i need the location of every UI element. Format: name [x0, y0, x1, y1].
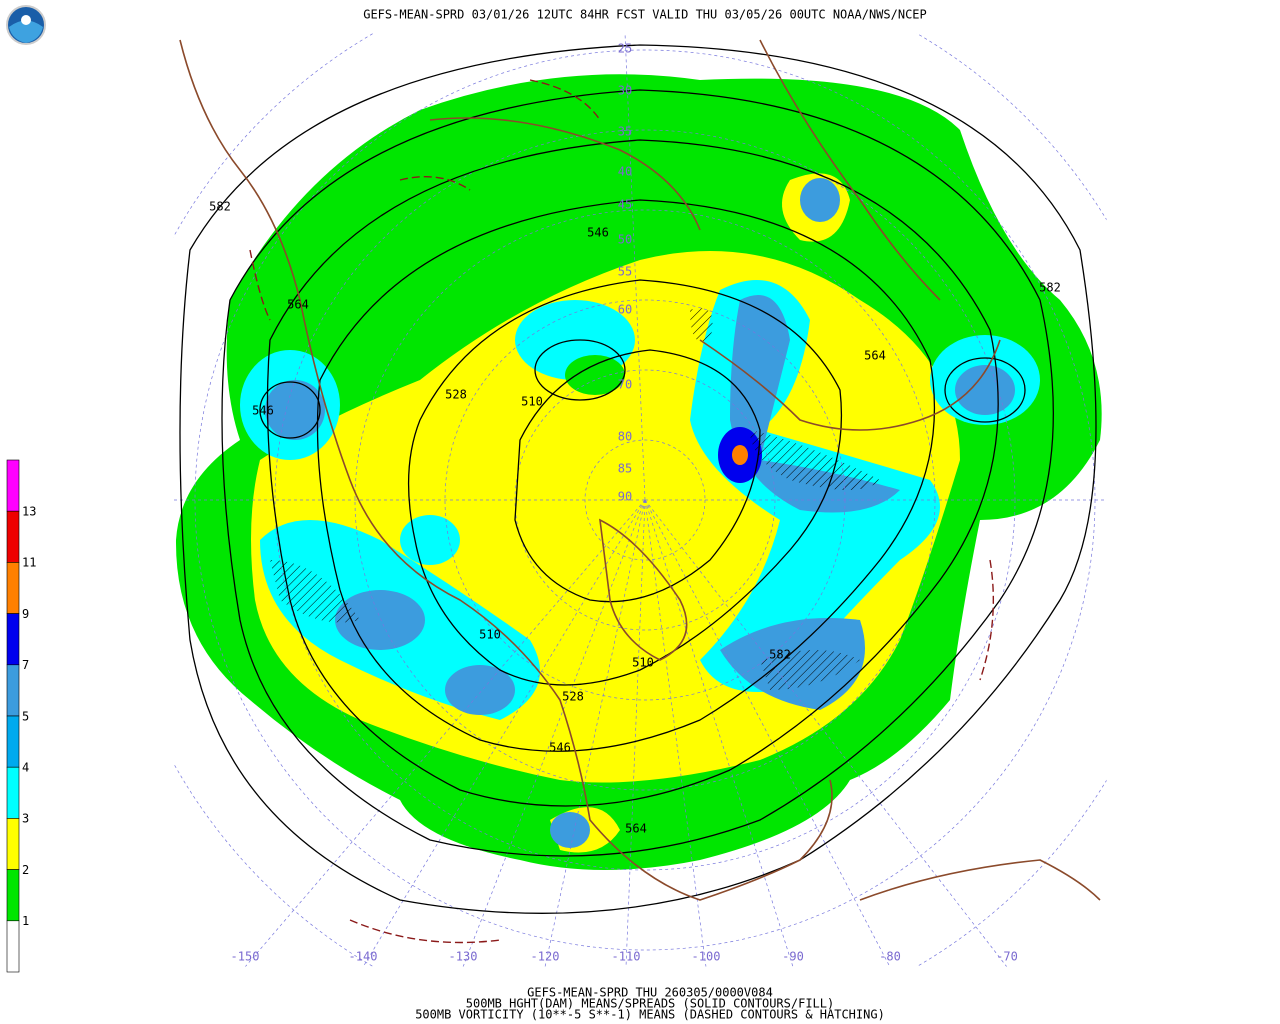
contour-label: 546: [252, 404, 274, 418]
footer-line: 500MB HGHT(DAM) MEANS/SPREADS (SOLID CON…: [466, 997, 834, 1011]
longitude-label: -100: [692, 950, 721, 964]
latitude-label: 35: [618, 125, 632, 139]
colorbar-label: 7: [22, 658, 29, 672]
colorbar-swatch: [6, 715, 20, 768]
colorbar-swatch: [6, 869, 20, 922]
colorbar-label: 2: [22, 863, 29, 877]
latitude-label: 40: [618, 165, 632, 179]
footer-line: 500MB VORTICITY (10**-5 S**-1) MEANS (DA…: [415, 1008, 885, 1022]
colorbar-swatch: [6, 613, 20, 666]
latitude-label: 25: [618, 42, 632, 56]
longitude-label: -80: [879, 950, 901, 964]
latitude-label: 50: [618, 233, 632, 247]
colorbar-label: 9: [22, 607, 29, 621]
contour-label: 528: [445, 388, 467, 402]
contour-label: 528: [562, 690, 584, 704]
latitude-label: 55: [618, 265, 632, 279]
longitude-label: -120: [531, 950, 560, 964]
latitude-label: 60: [618, 303, 632, 317]
contour-label: 582: [1039, 281, 1061, 295]
colorbar-swatch: [6, 766, 20, 819]
colorbar: 13 11 9 7 5 4 3 2 1: [6, 459, 36, 973]
contour-label: 546: [549, 741, 571, 755]
colorbar-swatch: [6, 664, 20, 717]
colorbar-swatch: [6, 510, 20, 563]
coastlines: [179, 39, 1101, 901]
colorbar-swatch: [6, 818, 20, 870]
colorbar-swatch: [6, 920, 20, 973]
latitude-label: 70: [618, 378, 632, 392]
longitude-label: -130: [449, 950, 478, 964]
contour-label: 582: [209, 200, 231, 214]
contour-label: 510: [521, 395, 543, 409]
title: GEFS-MEAN-SPRD 03/01/26 12UTC 84HR FCST …: [363, 8, 927, 22]
longitude-label: -110: [612, 950, 641, 964]
vorticity-contours: [249, 79, 995, 944]
colorbar-swatch: [6, 459, 20, 512]
colorbar-label: 11: [22, 556, 36, 570]
colorbar-label: 5: [22, 709, 29, 723]
colorbar-label: 4: [22, 761, 29, 775]
latitude-label: 90: [618, 490, 632, 504]
colorbar-label: 3: [22, 812, 29, 826]
latitude-label: 80: [618, 430, 632, 444]
longitude-label: -90: [782, 950, 804, 964]
contour-label: 582: [769, 648, 791, 662]
map: 582 582 564 546 528 510 546 564 510 528 546 564 582 5…: [173, 33, 1107, 967]
height-contours: [179, 44, 1097, 914]
contour-label: 510: [632, 656, 654, 670]
contour-label: 564: [864, 349, 886, 363]
noaa-logo: [6, 5, 46, 45]
footer-line: GEFS-MEAN-SPRD THU 260305/0000V084: [527, 986, 773, 1000]
latitude-label: 45: [618, 198, 632, 212]
colorbar-swatch: [6, 562, 20, 614]
latitude-label: 30: [618, 84, 632, 98]
longitude-label: -150: [231, 950, 260, 964]
contour-label: 564: [625, 822, 647, 836]
latitude-label: 85: [618, 462, 632, 476]
contour-label: 564: [287, 298, 309, 312]
contour-label: 546: [587, 226, 609, 240]
colorbar-label: 1: [22, 914, 29, 928]
longitude-label: -140: [349, 950, 378, 964]
map-frame: [172, 32, 1108, 968]
colorbar-label: 13: [22, 505, 36, 519]
contour-label: 510: [479, 628, 501, 642]
longitude-label: -70: [996, 950, 1018, 964]
